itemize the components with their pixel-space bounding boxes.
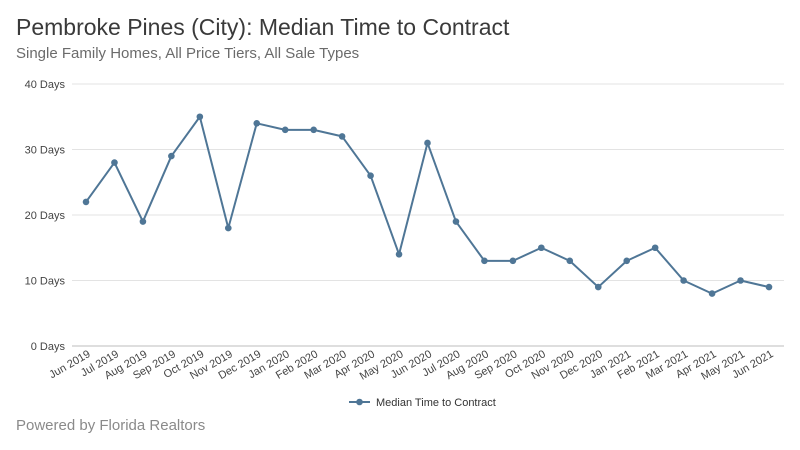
data-point	[196, 113, 204, 121]
data-point	[139, 218, 147, 225]
data-point	[82, 198, 90, 206]
data-point	[538, 244, 545, 252]
y-tick-label: 20 Days	[25, 210, 66, 222]
y-tick-label: 10 Days	[25, 276, 66, 288]
data-point	[708, 290, 716, 297]
legend-swatch-marker	[356, 398, 363, 406]
data-point	[623, 257, 631, 265]
series-layer	[82, 113, 773, 297]
y-axis-ticks: 0 Days 10 Days 20 Days 30 Days 40 Days	[25, 79, 66, 353]
data-point	[424, 139, 431, 147]
data-point	[509, 257, 517, 265]
y-tick-label: 40 Days	[25, 79, 66, 91]
y-tick-label: 0 Days	[31, 341, 66, 353]
legend: Median Time to Contract	[349, 397, 496, 409]
data-point	[111, 159, 118, 166]
data-point	[281, 126, 289, 134]
data-point	[566, 257, 574, 265]
data-point	[594, 283, 602, 291]
data-point	[168, 152, 175, 160]
data-point	[481, 257, 488, 265]
data-point	[737, 277, 744, 284]
legend-label: Median Time to Contract	[376, 397, 496, 409]
gridlines	[72, 83, 784, 347]
powered-by-footer: Powered by Florida Realtors	[16, 417, 206, 434]
data-point	[367, 172, 374, 179]
data-point	[395, 251, 403, 258]
chart-subtitle: Single Family Homes, All Price Tiers, Al…	[16, 45, 360, 62]
data-point	[452, 218, 460, 225]
data-point	[310, 126, 317, 134]
data-point	[253, 120, 261, 127]
data-point	[651, 244, 659, 252]
data-point	[224, 224, 232, 232]
data-point	[338, 133, 346, 140]
chart-title: Pembroke Pines (City): Median Time to Co…	[16, 14, 510, 40]
y-tick-label: 30 Days	[25, 145, 66, 157]
data-point	[765, 283, 773, 291]
data-point	[680, 277, 687, 284]
